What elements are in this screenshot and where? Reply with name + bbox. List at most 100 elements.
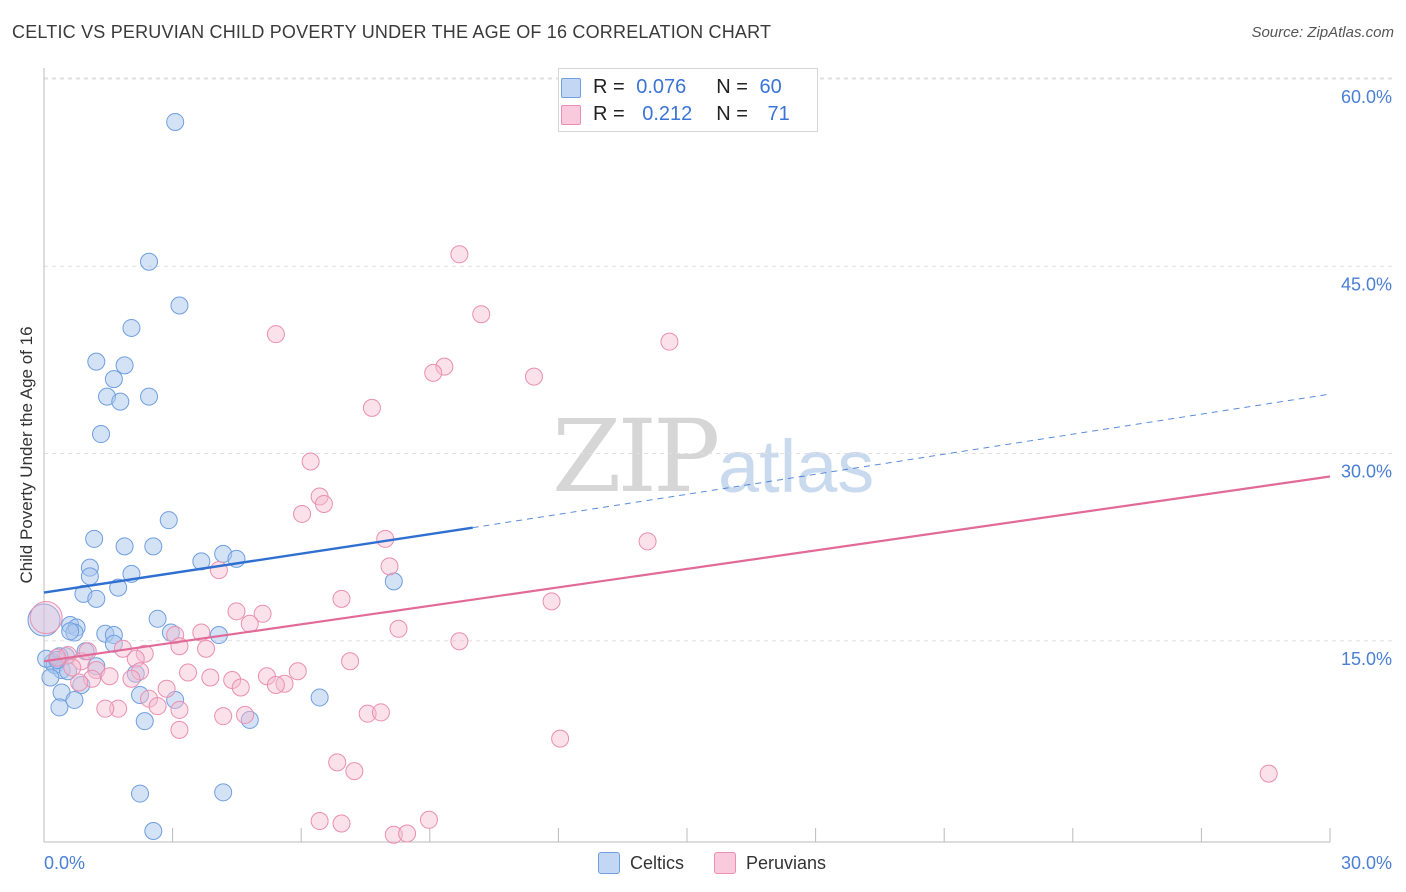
celtics-point: [140, 252, 159, 271]
peruvians-point: [109, 699, 128, 718]
celtics-point: [131, 685, 150, 704]
peruvians-point: [384, 825, 403, 844]
legend-label-celtics: Celtics: [630, 852, 685, 873]
y-axis-title: Child Poverty Under the Age of 16: [17, 326, 36, 583]
peruvians-point: [362, 398, 381, 417]
x-tick-label: 0.0%: [44, 853, 85, 873]
celtics-point: [87, 589, 106, 608]
legend-n-value-celtics: 60: [759, 75, 782, 98]
legend-item-peruvians[interactable]: Peruvians: [714, 852, 826, 874]
x-tick-label: 30.0%: [1341, 853, 1392, 873]
celtics-trend-extension: [472, 393, 1331, 529]
peruvians-point: [96, 699, 115, 718]
legend-row-peruvians: R = 0.212 N = 71: [561, 100, 790, 128]
peruvians-point: [266, 675, 285, 694]
peruvians-point: [293, 504, 312, 523]
peruvians-point: [231, 678, 250, 697]
celtics-points: [27, 112, 403, 841]
celtics-point: [115, 537, 134, 556]
peruvians-point: [328, 753, 347, 772]
peruvians-point: [341, 652, 360, 671]
celtics-point: [87, 352, 106, 371]
peruvians-point: [100, 667, 119, 686]
legend-r-label: R =: [593, 102, 631, 125]
peruvians-point: [166, 626, 185, 645]
peruvians-point: [253, 604, 272, 623]
peruvians-point: [1259, 764, 1278, 783]
peruvians-point: [419, 810, 438, 829]
peruvians-point: [332, 814, 351, 833]
peruvians-point: [227, 602, 246, 621]
peruvians-point: [157, 679, 176, 698]
peruvians-point: [179, 663, 198, 682]
celtics-point: [384, 572, 403, 591]
peruvians-point: [398, 824, 417, 843]
y-tick-label: 60.0%: [1341, 87, 1392, 107]
celtics-point: [170, 296, 189, 315]
peruvians-point: [236, 705, 255, 724]
celtics-point: [111, 392, 130, 411]
celtics-point: [140, 387, 159, 406]
celtics-point: [131, 784, 150, 803]
stats-legend: R = 0.076 N = 60 R = 0.212 N = 71: [558, 68, 818, 132]
celtics-trend-line: [43, 526, 473, 594]
legend-label-peruvians: Peruvians: [746, 852, 827, 873]
peruvians-point: [380, 557, 399, 576]
peruvians-point: [542, 592, 561, 611]
celtics-point: [159, 511, 178, 530]
label-layer: 15.0% 30.0% 45.0% 60.0% 0.0% 30.0% Child Pover…: [17, 87, 1392, 873]
celtics-point: [85, 529, 104, 548]
peruvians-point: [29, 601, 63, 635]
peruvians-point: [288, 662, 307, 681]
celtics-point: [41, 668, 60, 687]
watermark-atlas: atlas: [718, 425, 875, 508]
peruvians-point: [450, 632, 469, 651]
legend-swatch-celtics: [561, 78, 581, 98]
celtics-point: [27, 603, 61, 637]
peruvians-point: [358, 704, 377, 723]
celtics-point: [72, 675, 91, 694]
celtics-point: [135, 712, 154, 731]
celtics-point: [148, 609, 167, 628]
legend-r-value-celtics: 0.076: [636, 75, 687, 98]
peruvians-point: [148, 697, 167, 716]
peruvians-point: [310, 812, 329, 831]
celtics-point: [310, 688, 329, 707]
celtics-point: [214, 783, 233, 802]
watermark-zip: ZIP: [552, 398, 720, 515]
peruvians-point: [170, 720, 189, 739]
peruvians-point: [170, 700, 189, 719]
peruvians-point: [214, 707, 233, 726]
series-legend: Celtics Peruvians: [598, 852, 856, 874]
legend-n-value-peruvians: 71: [767, 102, 790, 125]
celtics-point: [65, 690, 84, 709]
trend-layer: [43, 393, 1331, 663]
peruvians-point: [332, 589, 351, 608]
y-tick-label: 45.0%: [1341, 274, 1392, 294]
celtics-point: [50, 698, 69, 717]
legend-r-value-peruvians: 0.212: [642, 102, 693, 125]
peruvians-point: [78, 642, 97, 661]
peruvians-point: [345, 762, 364, 781]
peruvians-point: [450, 245, 469, 264]
legend-n-label: N =: [716, 75, 754, 98]
peruvians-point: [472, 305, 491, 324]
celtics-point: [115, 356, 134, 375]
celtics-point: [80, 567, 99, 586]
legend-item-celtics[interactable]: Celtics: [598, 852, 684, 874]
peruvians-point: [371, 703, 390, 722]
peruvians-point: [63, 658, 82, 677]
legend-r-label: R =: [593, 75, 631, 98]
peruvians-point: [266, 325, 285, 344]
grid-layer: [44, 77, 1392, 642]
peruvians-point: [122, 669, 141, 688]
peruvians-point: [197, 639, 216, 658]
legend-swatch-peruvians: [561, 105, 581, 125]
peruvians-point: [301, 452, 320, 471]
peruvians-point: [192, 623, 211, 642]
peruvians-point: [424, 363, 443, 382]
peruvians-point: [638, 532, 657, 551]
peruvians-trend-line: [43, 475, 1331, 663]
y-tick-label: 30.0%: [1341, 462, 1392, 482]
celtics-point: [109, 578, 128, 597]
